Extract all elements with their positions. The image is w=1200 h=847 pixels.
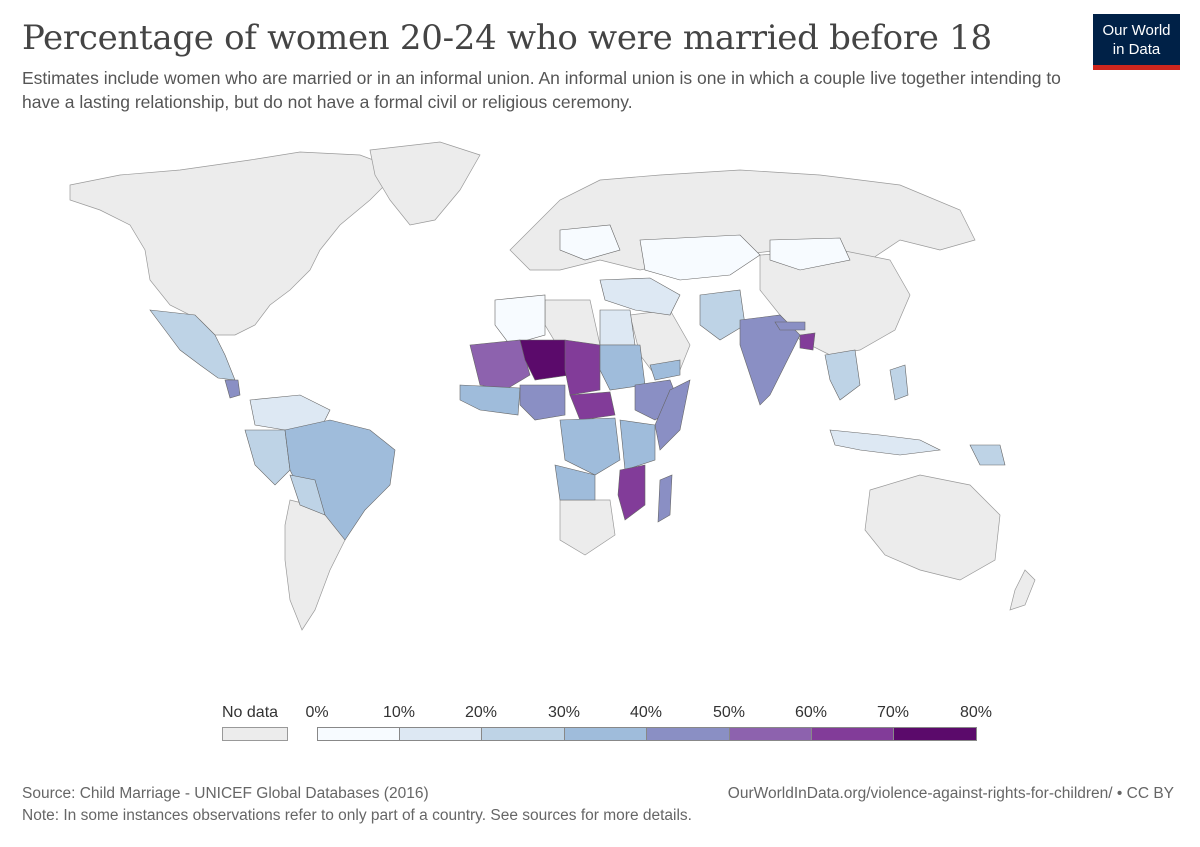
region-thailand-indochina[interactable] xyxy=(824,349,861,401)
region-turkey-iran[interactable] xyxy=(599,277,681,316)
region-nigeria[interactable] xyxy=(519,384,566,421)
source-note[interactable]: Source: Child Marriage - UNICEF Global D… xyxy=(22,785,429,802)
owid-logo[interactable]: Our World in Data xyxy=(1093,14,1180,70)
south-africa-landmass xyxy=(559,499,616,556)
region-mozambique-malawi[interactable] xyxy=(617,464,646,521)
region-afghanistan-pakistan[interactable] xyxy=(699,289,746,341)
region-mali[interactable] xyxy=(469,339,531,391)
legend-bin-40-50[interactable] xyxy=(646,727,730,741)
region-niger[interactable] xyxy=(519,339,571,381)
legend-bin-50-60[interactable] xyxy=(729,727,812,741)
logo-accent-bar xyxy=(1093,65,1180,70)
legend-bin-60-70[interactable] xyxy=(811,727,894,741)
no-data-landmasses xyxy=(69,141,1036,631)
chart-subtitle: Estimates include women who are married … xyxy=(22,68,1061,112)
legend-tick-label: 80% xyxy=(959,704,993,721)
legend-tick-label: 30% xyxy=(547,704,581,721)
region-eastern-europe[interactable] xyxy=(559,224,621,261)
region-dr-congo[interactable] xyxy=(559,417,621,476)
region-central-african-republic[interactable] xyxy=(569,391,616,421)
map-legend: No data 0% 10% 20% 30% 40% 50% 60% 70% 8… xyxy=(0,700,1200,750)
eurasia-north-landmass xyxy=(509,169,976,271)
region-papua-new-guinea[interactable] xyxy=(969,444,1006,466)
legend-bin-20-30[interactable] xyxy=(481,727,565,741)
legend-bin-70-80[interactable] xyxy=(893,727,977,741)
region-indonesia[interactable] xyxy=(829,429,942,456)
region-angola[interactable] xyxy=(554,464,596,501)
legend-bin-10-20[interactable] xyxy=(399,727,482,741)
region-guinea-coast[interactable] xyxy=(459,384,521,416)
legend-tick-label: 70% xyxy=(876,704,910,721)
region-algeria[interactable] xyxy=(494,294,546,346)
region-chad[interactable] xyxy=(564,339,601,396)
region-east-africa[interactable] xyxy=(619,419,656,471)
greenland-landmass xyxy=(369,141,481,226)
region-sudan[interactable] xyxy=(599,344,646,391)
legend-bin-0-10[interactable] xyxy=(317,727,400,741)
region-kazakhstan[interactable] xyxy=(639,234,761,281)
legend-tick-label: 20% xyxy=(464,704,498,721)
region-yemen[interactable] xyxy=(649,359,681,381)
region-mongolia[interactable] xyxy=(769,237,851,271)
legend-tick-label: 60% xyxy=(794,704,828,721)
legend-tick-label: 10% xyxy=(382,704,416,721)
legend-tick-label: 50% xyxy=(712,704,746,721)
region-bangladesh[interactable] xyxy=(799,332,816,351)
legend-tick-label: 0% xyxy=(305,704,329,721)
region-peru[interactable] xyxy=(244,429,291,486)
logo-line-1: Our World xyxy=(1102,22,1171,39)
no-data-swatch xyxy=(222,727,288,741)
region-india[interactable] xyxy=(739,314,801,406)
chart-title: Percentage of women 20-24 who were marri… xyxy=(22,18,992,58)
footnote: Note: In some instances observations ref… xyxy=(22,807,692,824)
region-egypt[interactable] xyxy=(599,309,636,346)
australia-landmass xyxy=(864,474,1001,581)
source-url-link[interactable]: OurWorldInData.org/violence-against-righ… xyxy=(727,785,1174,802)
region-madagascar[interactable] xyxy=(657,474,673,523)
country-regions xyxy=(149,224,1006,541)
north-america-landmass xyxy=(69,151,401,336)
new-zealand-landmass xyxy=(1009,569,1036,611)
region-bolivia-paraguay[interactable] xyxy=(289,474,326,516)
legend-bin-30-40[interactable] xyxy=(564,727,647,741)
region-mexico[interactable] xyxy=(149,309,236,381)
region-philippines[interactable] xyxy=(889,364,909,401)
region-nicaragua[interactable] xyxy=(224,379,241,399)
logo-line-2: in Data xyxy=(1112,41,1161,58)
region-somalia[interactable] xyxy=(654,379,691,451)
region-nepal[interactable] xyxy=(774,321,806,331)
world-map[interactable] xyxy=(40,130,1040,650)
no-data-label: No data xyxy=(222,704,279,721)
legend-tick-label: 40% xyxy=(629,704,663,721)
